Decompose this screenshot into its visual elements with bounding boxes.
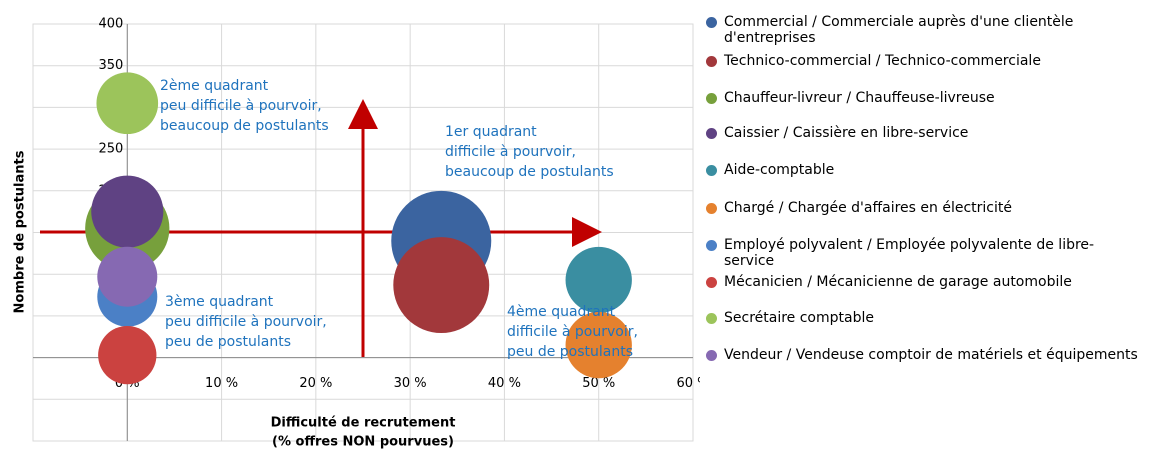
annotation: 2ème quadrant (160, 78, 269, 94)
bubble (91, 175, 164, 248)
y-tick-label: 250 (98, 142, 123, 157)
annotation: peu de postulants (507, 344, 633, 360)
legend-swatch (706, 240, 717, 251)
legend-swatch (706, 203, 717, 214)
x-tick-label: 30 % (394, 376, 427, 391)
legend-swatch (706, 165, 717, 176)
annotation: peu difficile à pourvoir, (165, 314, 327, 330)
legend-label: Caissier / Caissière en libre-service (724, 125, 969, 141)
legend-item: Mécanicien / Mécanicienne de garage auto… (704, 274, 1144, 290)
legend-item: Commercial / Commerciale auprès d'une cl… (704, 14, 1144, 46)
annotation: beaucoup de postulants (160, 118, 329, 134)
legend-item: Chargé / Chargée d'affaires en électrici… (704, 200, 1144, 216)
legend-item: Caissier / Caissière en libre-service (704, 125, 1144, 141)
legend-item: Secrétaire comptable (704, 310, 1144, 326)
x-tick-label: 20 % (299, 376, 332, 391)
legend-swatch (706, 128, 717, 139)
legend-swatch (706, 17, 717, 28)
legend-label: Chargé / Chargée d'affaires en électrici… (724, 200, 1012, 216)
annotation: 3ème quadrant (165, 294, 274, 310)
bubble (565, 246, 632, 314)
legend-swatch (706, 93, 717, 104)
x-tick-label: 50 % (582, 376, 615, 391)
legend-item: Vendeur / Vendeuse comptoir de matériels… (704, 347, 1144, 363)
x-axis-label: Difficulté de recrutement (271, 416, 456, 431)
annotation: 4ème quadrant (507, 304, 616, 320)
bubble (565, 311, 632, 379)
legend-swatch (706, 56, 717, 67)
legend-label: Vendeur / Vendeuse comptoir de matériels… (724, 347, 1138, 363)
bubble (97, 246, 158, 307)
annotation: 1er quadrant (445, 124, 537, 140)
annotation: peu de postulants (165, 334, 291, 350)
legend-item: Aide-comptable (704, 162, 1144, 178)
annotation: difficile à pourvoir, (445, 144, 576, 160)
y-axis-label: Nombre de postulants (13, 150, 28, 313)
legend-label: Technico-commercial / Technico-commercia… (724, 53, 1041, 69)
x-tick-label: 40 % (488, 376, 521, 391)
legend-label: Secrétaire comptable (724, 310, 874, 326)
bubble (98, 325, 157, 385)
annotation: difficile à pourvoir, (507, 324, 638, 340)
legend-item: Technico-commercial / Technico-commercia… (704, 53, 1144, 69)
legend-item: Chauffeur-livreur / Chauffeuse-livreuse (704, 90, 1144, 106)
legend-swatch (706, 350, 717, 361)
x-axis-label: (% offres NON pourvues) (272, 435, 454, 450)
legend-label: Commercial / Commerciale auprès d'une cl… (724, 14, 1074, 46)
legend-label: Aide-comptable (724, 162, 835, 178)
bubble (393, 237, 490, 334)
legend-label: Employé polyvalent / Employée polyvalent… (724, 237, 1095, 269)
annotation: beaucoup de postulants (445, 164, 614, 180)
legend-swatch (706, 313, 717, 324)
x-tick-label: 60 % (676, 376, 700, 391)
chart: Nombre de postulants Difficulté de recru… (13, 17, 701, 450)
legend-item: Employé polyvalent / Employée polyvalent… (704, 237, 1144, 269)
bubble (96, 72, 159, 135)
legend-label: Mécanicien / Mécanicienne de garage auto… (724, 274, 1072, 290)
legend-label: Chauffeur-livreur / Chauffeuse-livreuse (724, 90, 995, 106)
y-tick-label: 400 (98, 17, 123, 32)
y-tick-label: 350 (98, 58, 123, 73)
x-tick-label: 10 % (205, 376, 238, 391)
legend-swatch (706, 277, 717, 288)
annotation: peu difficile à pourvoir, (160, 98, 322, 114)
